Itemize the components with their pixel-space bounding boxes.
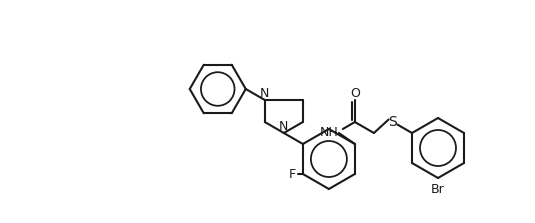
Text: NH: NH [320,126,339,140]
Text: N: N [279,120,288,133]
Text: O: O [350,87,360,100]
Text: Br: Br [431,183,445,196]
Text: S: S [388,115,398,129]
Text: F: F [289,167,296,180]
Text: N: N [260,87,270,100]
